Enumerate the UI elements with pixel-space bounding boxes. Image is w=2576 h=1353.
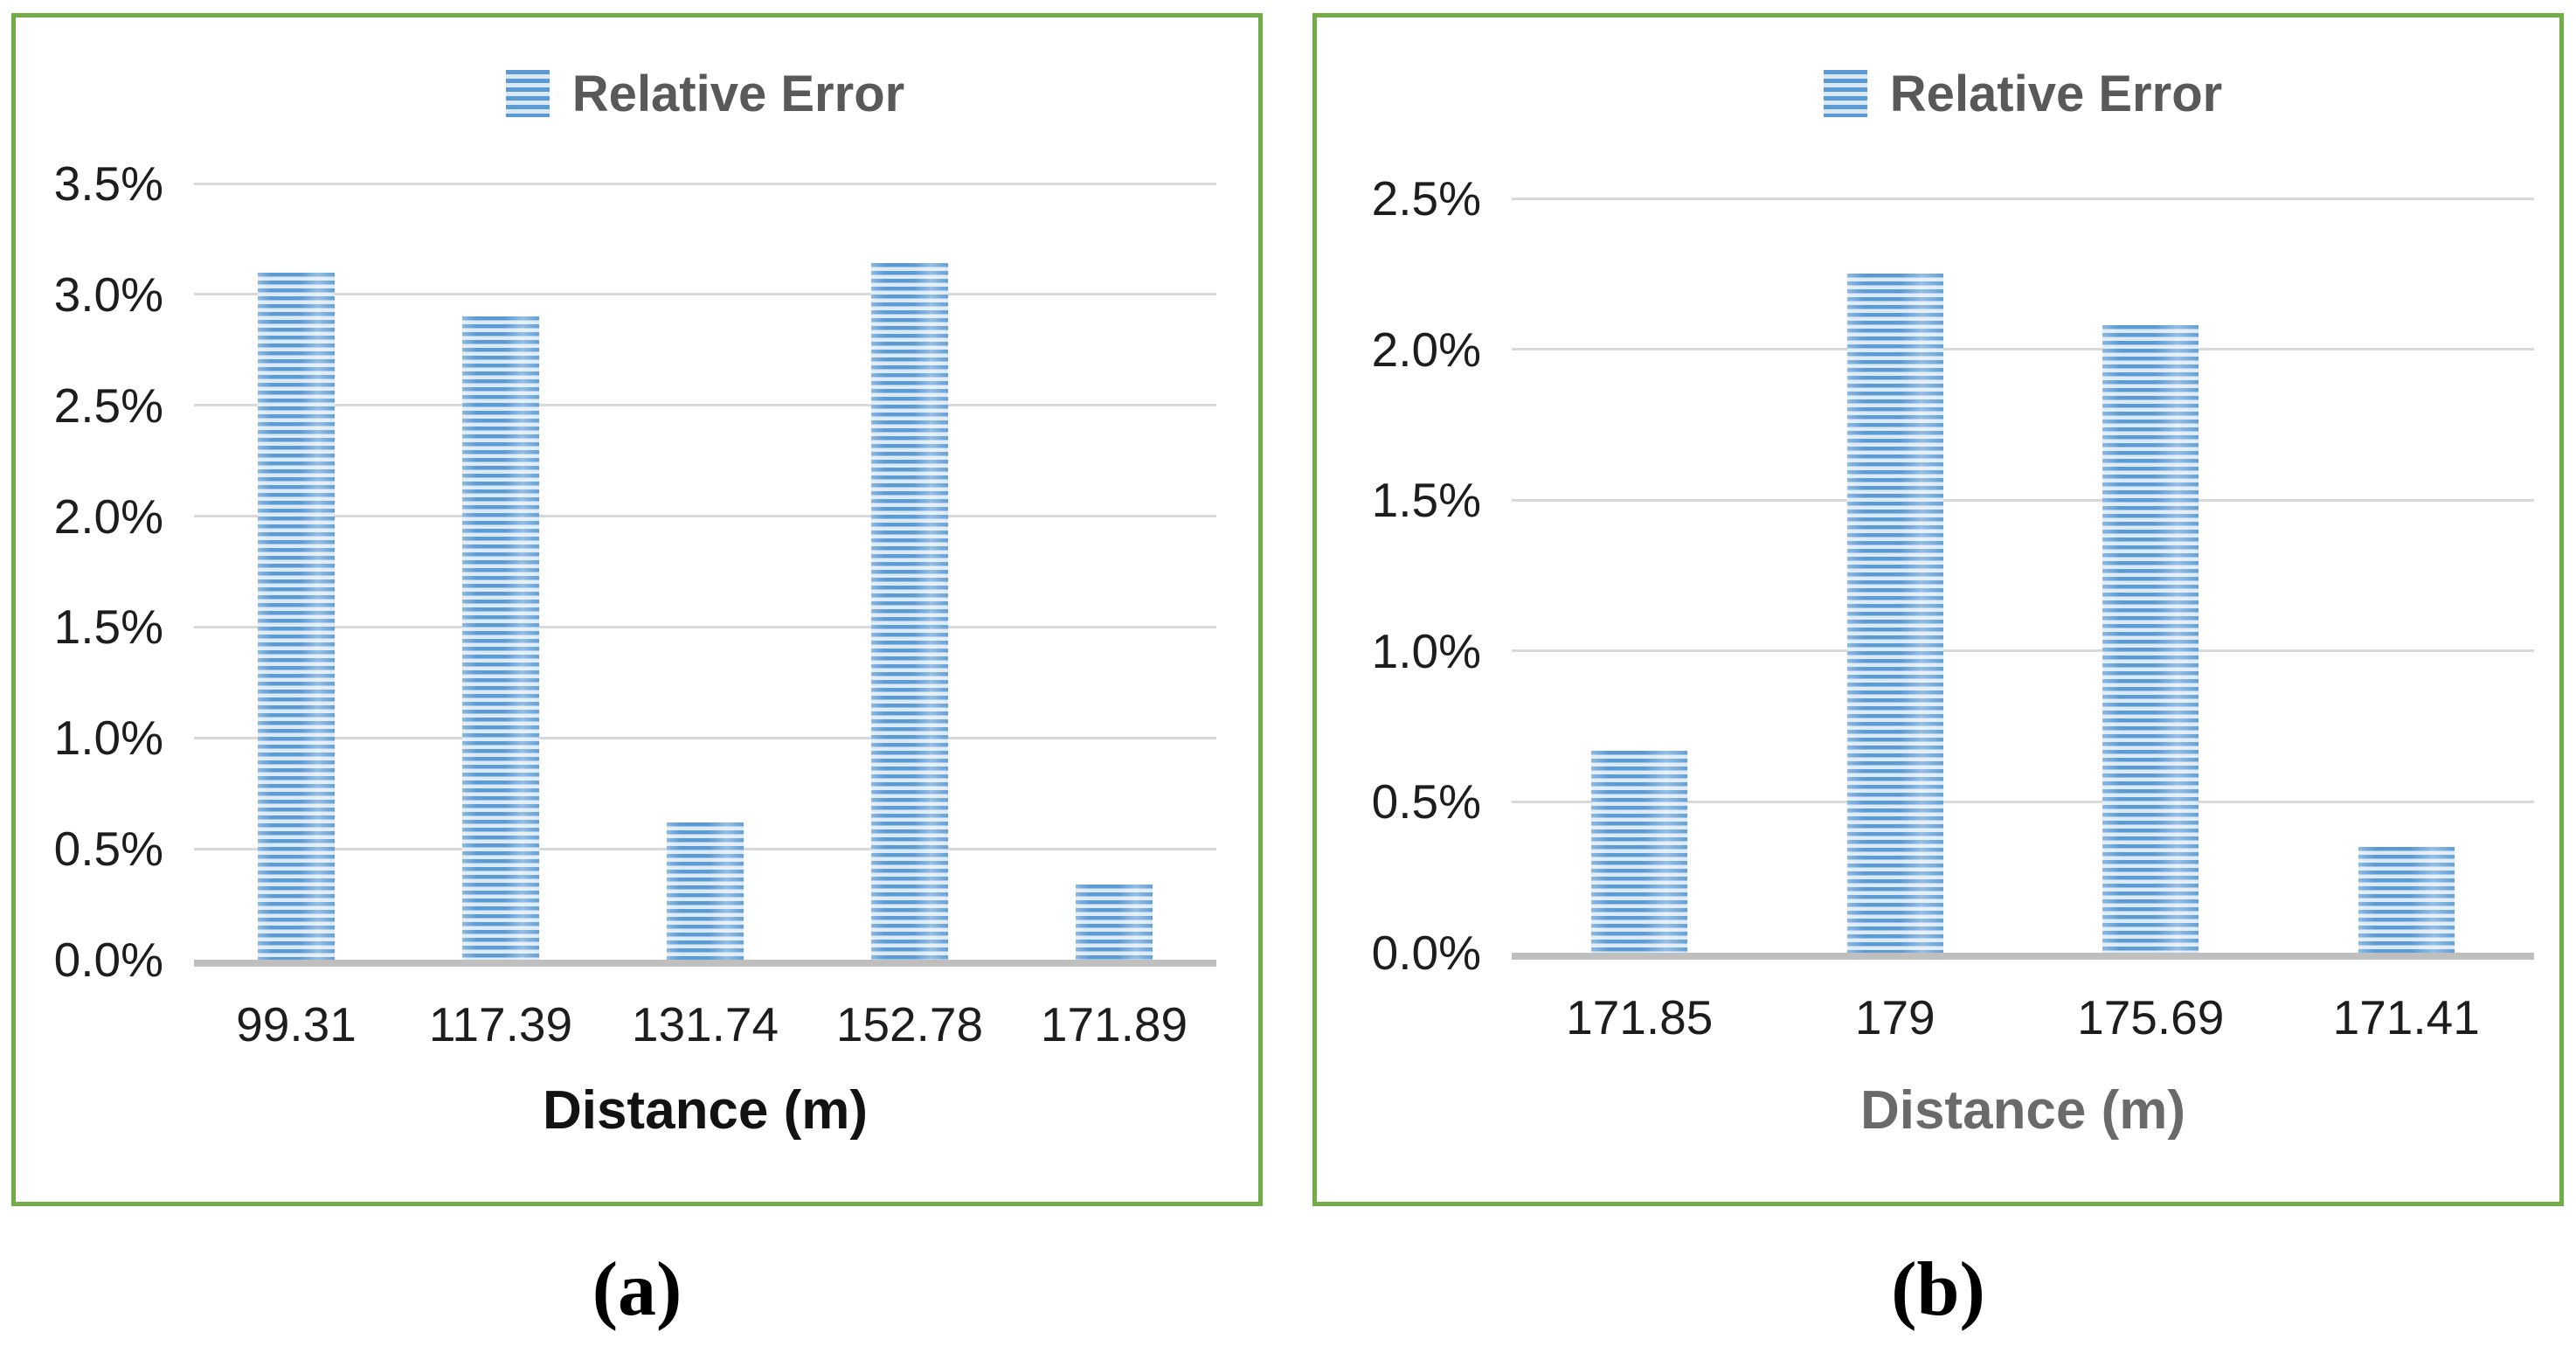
- gridline: [194, 404, 1216, 407]
- x-tick-label: 171.89: [1040, 997, 1188, 1051]
- x-tick-label: 175.69: [2077, 990, 2225, 1044]
- chart-panel-a: Relative Error 0.0% 0.5% 1.0% 1.5% 2.0% 2.5% 3…: [11, 13, 1263, 1206]
- y-tick-label: 2.0%: [53, 489, 163, 544]
- gridline: [1512, 348, 2534, 351]
- bar: [871, 263, 948, 960]
- y-tick-label: 1.5%: [53, 600, 163, 655]
- gridline: [194, 293, 1216, 296]
- x-tick-label: 171.85: [1566, 990, 1714, 1044]
- x-tick-label: 117.39: [428, 997, 573, 1051]
- bar: [1846, 274, 1943, 953]
- bar: [667, 822, 744, 960]
- legend-label: Relative Error: [571, 65, 905, 122]
- gridline: [1512, 197, 2534, 200]
- y-tick-label: 2.5%: [1371, 171, 1481, 226]
- legend-swatch-icon: [1823, 70, 1867, 117]
- y-tick-label: 0.0%: [53, 933, 163, 987]
- x-axis-title: Distance (m): [1859, 1080, 2186, 1141]
- bar: [1076, 884, 1153, 960]
- plot-area: 0.0% 0.5% 1.0% 1.5% 2.0% 2.5% 171.85 179 175.69 1…: [1372, 171, 2534, 1044]
- x-tick-label: 152.78: [835, 997, 984, 1051]
- y-tick-label: 1.0%: [1371, 623, 1481, 678]
- gridline: [194, 736, 1216, 739]
- legend: Relative Error: [1512, 63, 2534, 124]
- y-tick-label: 3.5%: [53, 156, 163, 211]
- y-tick-label: 3.0%: [53, 267, 163, 322]
- y-tick-label: 1.5%: [1371, 473, 1481, 528]
- plot-area: 0.0% 0.5% 1.0% 1.5% 2.0% 2.5% 3.0% 3.5% 99.31 117…: [54, 156, 1216, 1051]
- y-tick-label: 2.0%: [1371, 322, 1481, 377]
- figure-caption-a: (a): [592, 1247, 682, 1332]
- bar: [2102, 324, 2199, 953]
- y-tick-label: 0.5%: [53, 822, 163, 877]
- chart-panel-b: Relative Error 0.0% 0.5% 1.0% 1.5% 2.0% 2.5% 1…: [1312, 13, 2564, 1206]
- gridline: [194, 625, 1216, 628]
- bar: [2358, 847, 2455, 953]
- bar: [462, 316, 539, 960]
- x-tick-label: 171.41: [2332, 990, 2480, 1044]
- figure-caption-b: (b): [1891, 1247, 1985, 1332]
- x-axis-title: Distance (m): [542, 1080, 869, 1141]
- gridline: [1512, 498, 2534, 502]
- legend-label: Relative Error: [1889, 65, 2223, 122]
- y-tick-label: 0.5%: [1371, 774, 1481, 829]
- gridline: [194, 515, 1216, 518]
- bar: [258, 272, 335, 960]
- x-tick-label: 179: [1854, 990, 1935, 1044]
- gridline: [194, 182, 1216, 185]
- bar: [1591, 750, 1688, 953]
- gridline: [1512, 800, 2534, 803]
- y-tick-label: 1.0%: [53, 711, 163, 766]
- y-tick-label: 0.0%: [1371, 926, 1481, 980]
- legend-swatch-icon: [505, 70, 550, 117]
- y-tick-label: 2.5%: [53, 378, 163, 433]
- x-tick-label: 99.31: [236, 997, 357, 1051]
- x-tick-label: 131.74: [631, 997, 779, 1051]
- gridline: [1512, 649, 2534, 653]
- legend: Relative Error: [194, 63, 1216, 124]
